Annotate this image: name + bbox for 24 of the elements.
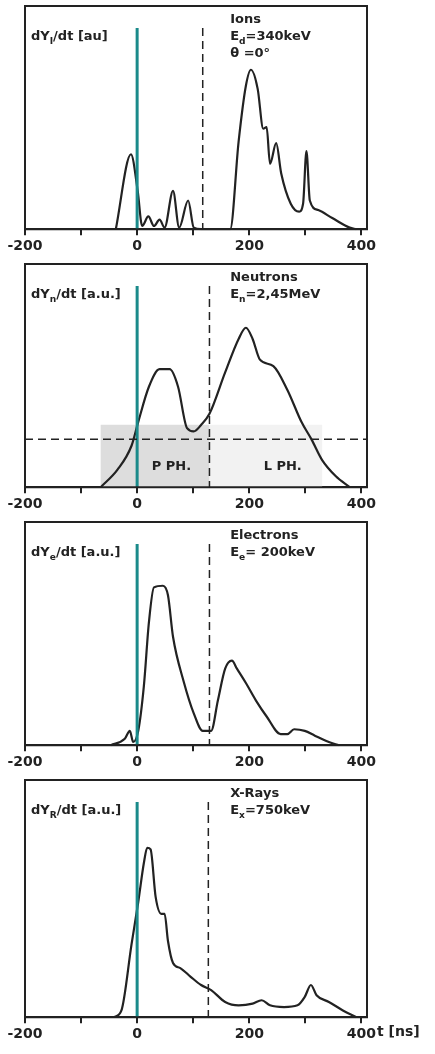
band-label: L PH. — [263, 458, 302, 474]
chart-title: Electrons — [230, 527, 299, 542]
chart-title: X-Rays — [230, 785, 280, 800]
text: θ =0° — [230, 45, 271, 60]
x-tick-label: -200 — [7, 1025, 43, 1042]
x-tick-label: 0 — [132, 1025, 143, 1042]
x-tick-label: 400 — [346, 753, 377, 770]
x-tick-label: 200 — [234, 495, 265, 512]
x-tick-label: 400 — [346, 495, 377, 512]
x-tick-label: 200 — [234, 1025, 265, 1042]
x-tick-label: 400 — [346, 1025, 377, 1042]
chart-title: Ions — [230, 11, 262, 26]
x-tick-label: 0 — [132, 753, 143, 770]
chart-title: Neutrons — [230, 269, 298, 284]
x-tick-label: 0 — [132, 495, 143, 512]
x-axis-title: t [ns] — [377, 1022, 420, 1039]
x-tick-label: 0 — [132, 237, 143, 254]
band-label: P PH. — [151, 458, 192, 474]
x-tick-label: -200 — [7, 753, 43, 770]
x-tick-label: -200 — [7, 237, 43, 254]
x-tick-label: 400 — [346, 237, 377, 254]
x-tick-label: 200 — [234, 237, 265, 254]
x-tick-label: 200 — [234, 753, 265, 770]
x-tick-label: -200 — [7, 495, 43, 512]
